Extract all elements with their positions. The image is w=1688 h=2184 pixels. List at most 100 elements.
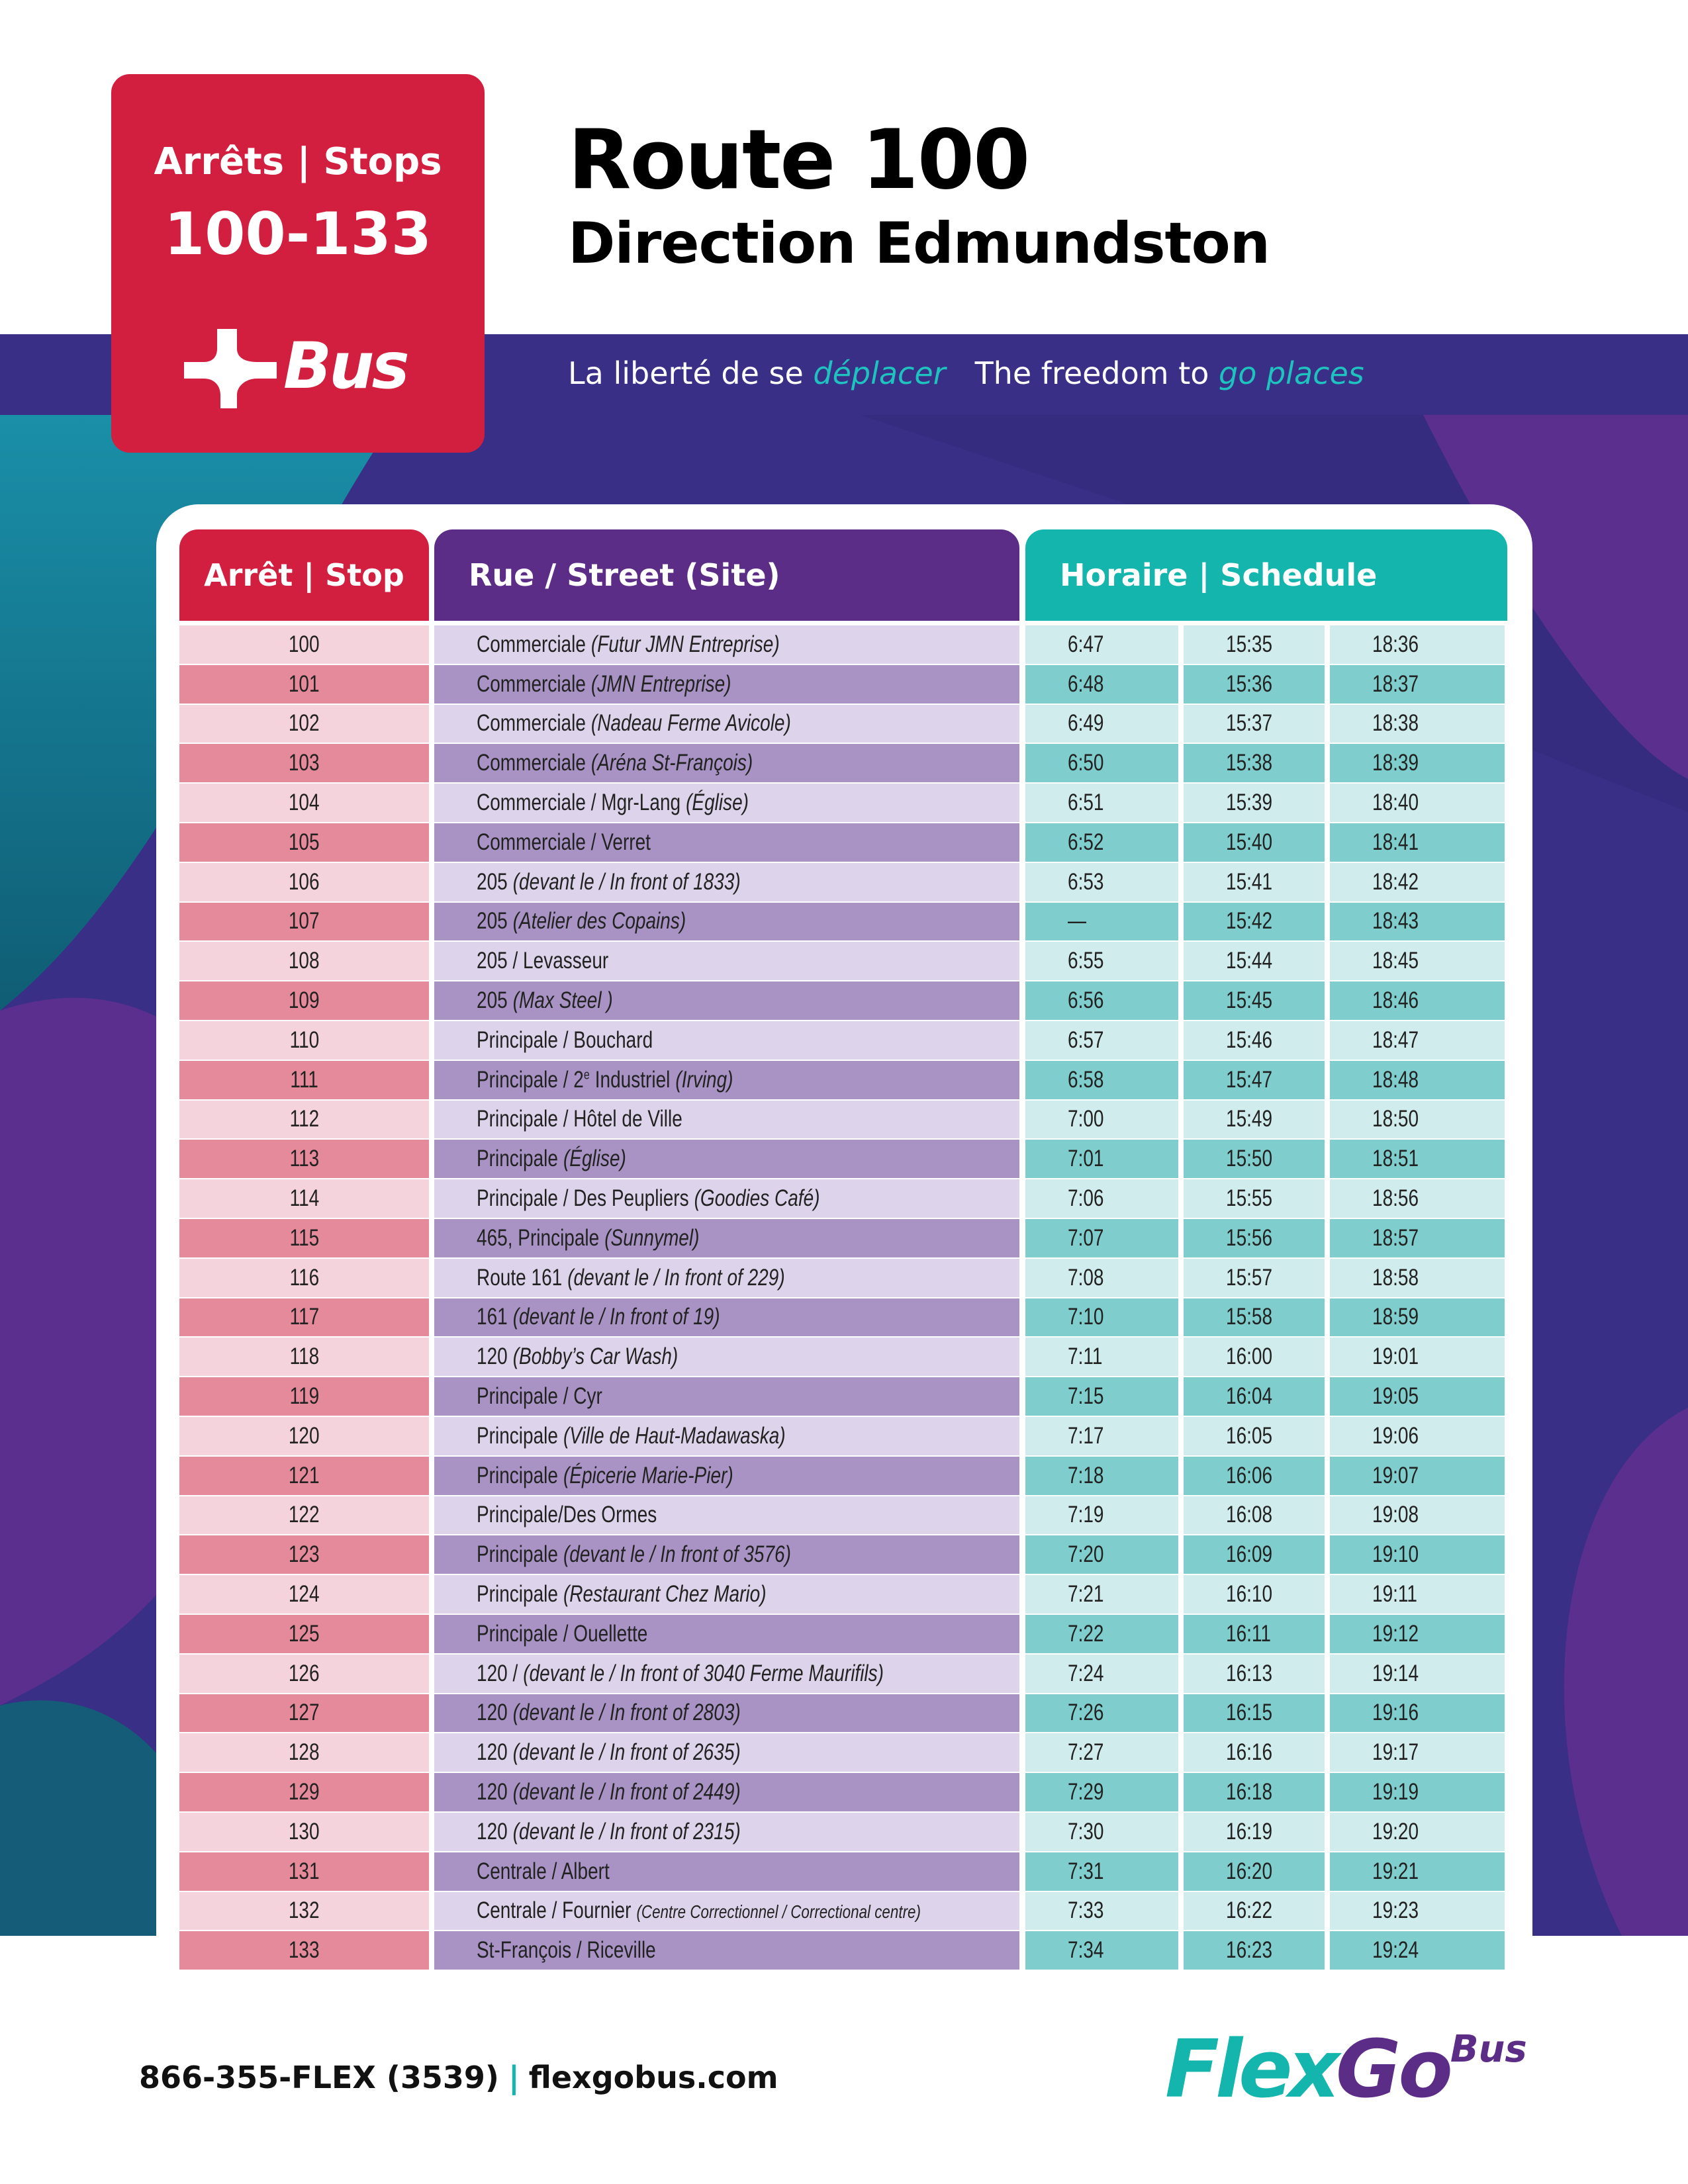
time: 18:40 [1372, 790, 1419, 816]
time-cell: 18:51 [1330, 1140, 1505, 1179]
time-cell: 6:51 [1025, 784, 1178, 822]
stop-number: 129 [289, 1779, 320, 1805]
street-cell: Principale (Ville de Haut-Madawaska) [434, 1417, 1019, 1455]
time-cell: 7:31 [1025, 1852, 1178, 1891]
stop-cell: 104 [179, 784, 429, 822]
time: 18:37 [1372, 670, 1419, 697]
time: 16:06 [1226, 1462, 1273, 1488]
street: Principale [477, 1422, 558, 1449]
time: 19:24 [1372, 1937, 1419, 1964]
time: 19:08 [1372, 1502, 1419, 1528]
time-cell: 15:41 [1184, 862, 1325, 901]
time-cell: 7:21 [1025, 1575, 1178, 1614]
time: 7:22 [1068, 1620, 1104, 1647]
stop-number: 131 [289, 1858, 320, 1884]
street-text: Principale / Cyr [477, 1383, 602, 1410]
time-cell: 6:50 [1025, 744, 1178, 783]
time-cell: 16:04 [1184, 1377, 1325, 1416]
street-cell: Commerciale / Verret [434, 823, 1019, 862]
time: 6:53 [1068, 868, 1104, 895]
street-text: 465, Principale (Sunnymel) [477, 1225, 699, 1251]
stop-cell: 115 [179, 1219, 429, 1257]
time-cell: 7:08 [1025, 1258, 1178, 1297]
ordinal: e [583, 1068, 590, 1083]
time: 19:19 [1372, 1779, 1419, 1805]
time: 18:46 [1372, 987, 1419, 1014]
stop-cell: 122 [179, 1496, 429, 1535]
street-cell: Principale / Bouchard [434, 1021, 1019, 1060]
phone: 866-355-FLEX (3539) [139, 2060, 499, 2095]
site: (Futur JMN Entreprise) [590, 631, 780, 657]
time: 7:33 [1068, 1897, 1104, 1924]
time-cell: 6:57 [1025, 1021, 1178, 1060]
street: 205 [477, 868, 508, 895]
site: (Église) [686, 790, 749, 816]
time-cell: 18:36 [1330, 625, 1505, 664]
time-cell: 7:00 [1025, 1100, 1178, 1139]
time-cell: 6:48 [1025, 664, 1178, 704]
time-cell: 18:41 [1330, 823, 1505, 862]
time: 18:47 [1372, 1026, 1419, 1053]
time-cell: 18:57 [1330, 1219, 1505, 1257]
street-text: 205 (Atelier des Copains) [477, 908, 686, 934]
site: (devant le / In front of 19) [512, 1304, 720, 1330]
stop-number: 102 [289, 710, 320, 737]
time: 19:23 [1372, 1897, 1419, 1924]
street: Principale / Bouchard [477, 1026, 653, 1053]
time-cell: 6:47 [1025, 625, 1178, 664]
time-cell: 7:07 [1025, 1219, 1178, 1257]
time: 7:31 [1068, 1858, 1104, 1884]
time-cell: 16:20 [1184, 1852, 1325, 1891]
stop-cell: 130 [179, 1813, 429, 1851]
time-cell: 7:33 [1025, 1891, 1178, 1931]
time: 7:08 [1068, 1264, 1104, 1291]
stop-cell: 125 [179, 1615, 429, 1653]
time: 7:01 [1068, 1146, 1104, 1172]
street-text: Commerciale (JMN Entreprise) [477, 671, 731, 698]
stop-number: 112 [289, 1106, 319, 1132]
street-text: Commerciale (Nadeau Ferme Avicole) [477, 710, 791, 737]
time-cell: 7:17 [1025, 1417, 1178, 1455]
stop-number: 127 [289, 1700, 320, 1726]
stop-cell: 131 [179, 1852, 429, 1891]
street-text: Commerciale (Futur JMN Entreprise) [477, 631, 780, 658]
street-text: Principale / Ouellette [477, 1621, 647, 1647]
site: (devant le / In front of 2315) [512, 1818, 741, 1844]
stop-cell: 111 [179, 1060, 429, 1099]
logo-bus: Bus [1450, 2028, 1527, 2071]
street-text: Principale (devant le / In front of 3576) [477, 1541, 791, 1568]
street: 465, Principale [477, 1224, 600, 1251]
logo-mark [184, 329, 277, 408]
column-header: Arrêt | Stop [179, 529, 429, 621]
time-cell: 18:59 [1330, 1298, 1505, 1337]
street-cell: 161 (devant le / In front of 19) [434, 1298, 1019, 1337]
time-cell: 19:11 [1330, 1575, 1505, 1614]
street: Principale / Cyr [477, 1383, 602, 1410]
time-cell: 16:23 [1184, 1931, 1325, 1970]
time: 18:43 [1372, 908, 1419, 934]
time: 19:06 [1372, 1422, 1419, 1449]
stop-cell: 127 [179, 1694, 429, 1733]
header-text: Rue / Street (Site) [469, 557, 780, 593]
separator: | [508, 2060, 520, 2095]
time: 7:19 [1068, 1502, 1104, 1528]
time: 18:56 [1372, 1185, 1419, 1212]
time-cell: 15:55 [1184, 1179, 1325, 1218]
street: 120 [477, 1739, 508, 1766]
street-cell: 205 / Levasseur [434, 942, 1019, 981]
street-cell: St-François / Riceville [434, 1931, 1019, 1970]
street-text: 120 (devant le / In front of 2635) [477, 1739, 741, 1766]
time-cell: 18:50 [1330, 1100, 1505, 1139]
time: 7:07 [1068, 1224, 1104, 1251]
time-cell: 19:12 [1330, 1615, 1505, 1653]
stop-cell: 119 [179, 1377, 429, 1416]
time-cell: 16:08 [1184, 1496, 1325, 1535]
time-cell: 15:49 [1184, 1100, 1325, 1139]
street-text: Principale / 2e Industriel (Irving) [477, 1067, 733, 1093]
time: 15:36 [1226, 670, 1273, 697]
time: 18:41 [1372, 829, 1419, 855]
time: 18:59 [1372, 1304, 1419, 1330]
subtitle: Direction Edmundston [568, 210, 1270, 277]
time: 15:40 [1226, 829, 1273, 855]
street: 120 [477, 1818, 508, 1844]
